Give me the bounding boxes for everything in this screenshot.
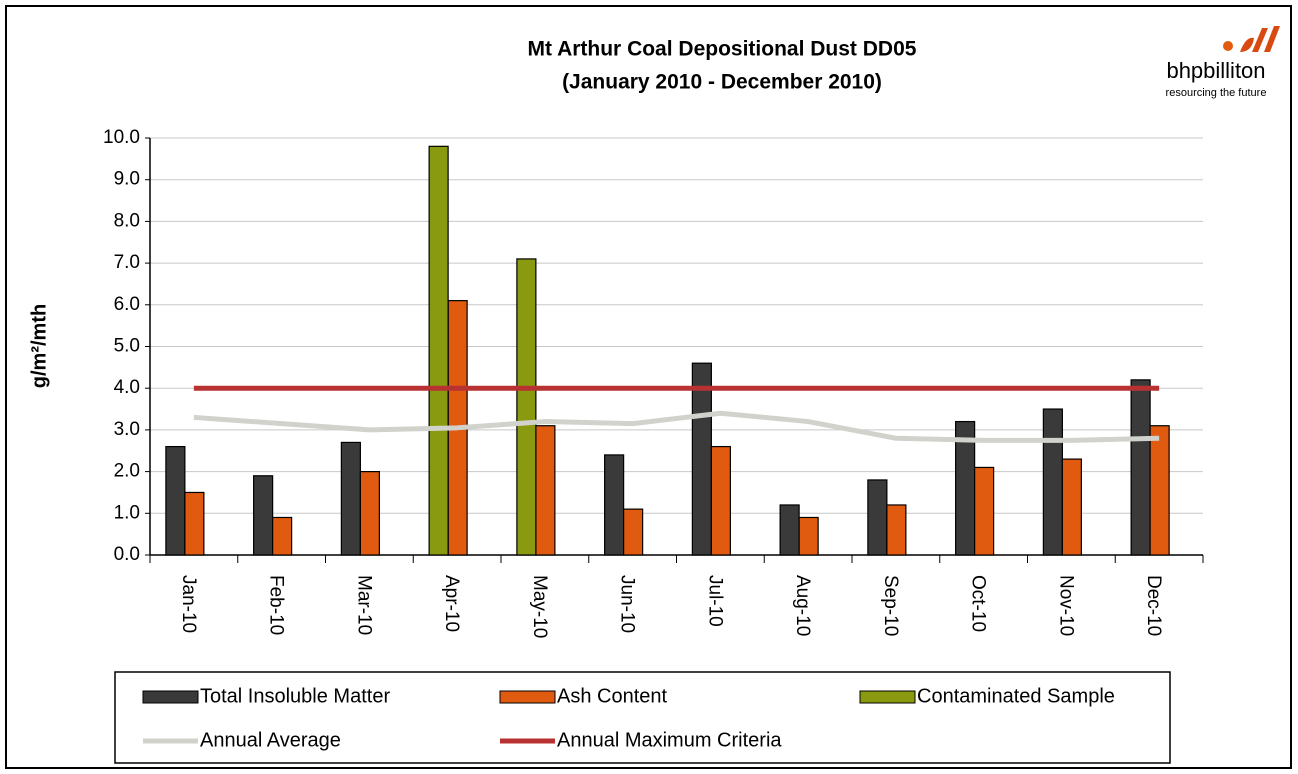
legend-swatch [499, 690, 556, 704]
x-tick-label: Dec-10 [1143, 575, 1164, 636]
y-tick-label: 5.0 [114, 336, 140, 357]
legend-label: Annual Maximum Criteria [557, 729, 782, 751]
legend-label: Ash Content [557, 685, 668, 707]
legend-swatch [859, 690, 916, 704]
legend [114, 671, 1171, 764]
bar [165, 445, 186, 556]
y-tick-label: 1.0 [114, 502, 140, 523]
bar [428, 145, 449, 556]
bar [798, 516, 819, 556]
x-tick-label: Sep-10 [880, 575, 901, 636]
x-tick-label: Jan-10 [178, 575, 199, 633]
logo: bhpbilliton resourcing the future [1166, 26, 1280, 99]
x-tick-label: Oct-10 [968, 575, 989, 632]
y-tick-label: 10.0 [103, 127, 140, 148]
bar [779, 504, 800, 556]
x-tick-label: Mar-10 [353, 575, 374, 635]
bar [867, 479, 888, 556]
bar [253, 475, 274, 556]
bar [535, 425, 556, 556]
bar [604, 454, 625, 556]
y-tick-label: 3.0 [114, 419, 140, 440]
bar [516, 258, 537, 556]
y-tick-label: 9.0 [114, 169, 140, 190]
x-tick-label: Feb-10 [266, 575, 287, 635]
x-tick-label: Aug-10 [792, 575, 813, 636]
bar [1042, 408, 1063, 556]
x-tick-label: Apr-10 [441, 575, 462, 632]
bar [1130, 379, 1151, 556]
logo-icon [1223, 41, 1233, 51]
x-tick-label: Jun-10 [617, 575, 638, 633]
x-tick-label: May-10 [529, 575, 550, 638]
bar [691, 362, 712, 556]
y-tick-label: 2.0 [114, 461, 140, 482]
bar [359, 471, 380, 556]
bar [340, 441, 361, 556]
bar [710, 445, 731, 556]
logo-name: bhpbilliton [1166, 58, 1265, 83]
y-tick-label: 7.0 [114, 252, 140, 273]
logo-icon [1240, 26, 1280, 52]
legend-label: Total Insoluble Matter [200, 685, 390, 707]
bar [974, 466, 995, 556]
chart-title: Mt Arthur Coal Depositional Dust DD05 [528, 38, 917, 61]
legend-label: Contaminated Sample [917, 685, 1115, 707]
bar [623, 508, 644, 556]
bar [1061, 458, 1082, 556]
y-tick-label: 0.0 [114, 544, 140, 565]
bar [1149, 425, 1170, 556]
bar [272, 516, 293, 556]
x-tick-label: Nov-10 [1055, 575, 1076, 636]
y-axis-label: g/m²/mth [28, 304, 50, 388]
logo-tagline: resourcing the future [1166, 87, 1267, 99]
chart-subtitle: (January 2010 - December 2010) [562, 71, 882, 94]
y-tick-label: 6.0 [114, 294, 140, 315]
y-tick-label: 4.0 [114, 377, 140, 398]
legend-swatch [142, 690, 199, 704]
legend-label: Annual Average [200, 729, 341, 751]
x-tick-label: Jul-10 [704, 575, 725, 627]
bar [886, 504, 907, 556]
bar [184, 491, 205, 556]
y-tick-label: 8.0 [114, 210, 140, 231]
line [193, 410, 1160, 443]
